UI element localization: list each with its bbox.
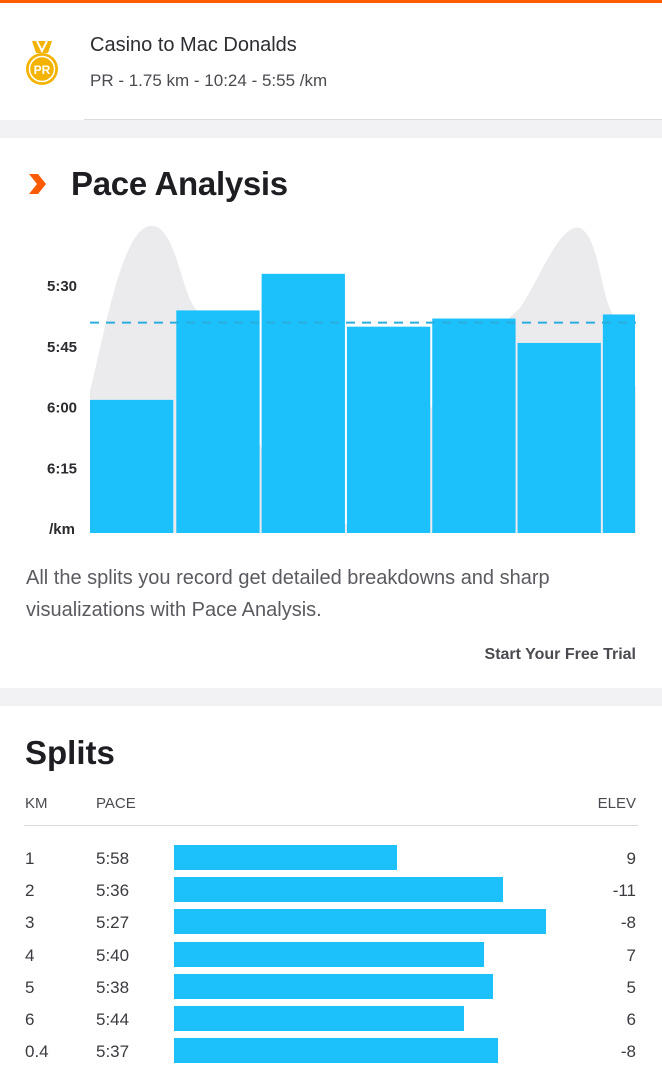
pace-bar — [517, 342, 601, 533]
split-pace-bar — [174, 974, 494, 999]
y-tick-label: 5:45 — [47, 339, 77, 356]
split-pace: 5:58 — [96, 849, 130, 868]
split-km: 5 — [25, 978, 35, 997]
split-row: 4 5:40 7 — [0, 940, 662, 972]
split-row: 3 5:27 -8 — [0, 907, 662, 939]
segment-name[interactable]: Casino to Mac Donalds — [90, 34, 297, 56]
splits-header-elev: ELEV — [597, 795, 636, 812]
split-row: 0.4 5:37 -8 — [0, 1036, 662, 1068]
pace-bar — [602, 314, 635, 533]
split-pace-bar — [174, 845, 397, 870]
splits-card: Splits KM PACE ELEV 1 5:58 9 2 5:36 -11 … — [0, 706, 662, 1080]
y-tick-label: 6:15 — [47, 460, 77, 477]
pr-medal-icon: PR — [26, 40, 58, 85]
split-pace: 5:37 — [96, 1042, 130, 1061]
split-km: 6 — [25, 1010, 35, 1029]
split-pace-bar — [174, 1006, 465, 1031]
split-elev: 9 — [626, 849, 636, 868]
split-row: 1 5:58 9 — [0, 843, 662, 875]
pace-bar — [432, 318, 516, 533]
split-elev: -11 — [612, 881, 636, 900]
split-row: 6 5:44 6 — [0, 1004, 662, 1036]
split-km: 1 — [25, 849, 35, 868]
top-accent-bar — [0, 0, 662, 3]
pace-analysis-title: Pace Analysis — [71, 165, 288, 202]
split-pace: 5:44 — [96, 1010, 130, 1029]
divider — [84, 119, 662, 120]
y-tick-label: /km — [49, 521, 75, 538]
split-elev: 7 — [626, 946, 636, 965]
segment-pr-details: PR - 1.75 km - 10:24 - 5:55 /km — [90, 71, 328, 90]
pace-analysis-card: Pace Analysis 5:30 5:45 6:00 6:15/km All th… — [0, 138, 662, 688]
splits-divider — [24, 825, 638, 826]
pace-bar — [346, 326, 431, 533]
split-pace-bar — [174, 909, 546, 934]
split-pace: 5:27 — [96, 913, 130, 932]
pr-medal-label: PR — [34, 63, 51, 77]
y-tick-label: 6:00 — [47, 400, 77, 417]
pr-achievement-row[interactable]: PR Casino to Mac Donalds PR - 1.75 km - … — [0, 3, 662, 120]
pace-chart: 5:30 5:45 6:00 6:15/km — [47, 225, 636, 538]
split-elev: 5 — [626, 978, 636, 997]
y-tick-label: 5:30 — [47, 278, 77, 295]
split-elev: -8 — [620, 1042, 636, 1061]
split-km: 2 — [25, 881, 35, 900]
pace-bar — [90, 399, 174, 533]
split-pace-bar — [174, 942, 484, 967]
split-pace: 5:40 — [96, 946, 130, 965]
summit-chevron-icon — [29, 174, 46, 194]
split-km: 0.4 — [25, 1042, 49, 1061]
split-elev: 6 — [626, 1010, 636, 1029]
split-pace-bar — [174, 877, 503, 902]
splits-header-km: KM — [25, 795, 48, 812]
split-row: 5 5:38 5 — [0, 972, 662, 1004]
split-pace: 5:38 — [96, 978, 130, 997]
split-elev: -8 — [620, 913, 636, 932]
split-km: 4 — [25, 946, 35, 965]
pace-bar — [176, 310, 260, 533]
split-row: 2 5:36 -11 — [0, 875, 662, 907]
split-km: 3 — [25, 913, 35, 932]
splits-title: Splits — [25, 734, 115, 771]
split-pace: 5:36 — [96, 881, 130, 900]
pace-bar — [261, 273, 345, 533]
splits-header-pace: PACE — [96, 795, 136, 812]
start-free-trial-link[interactable]: Start Your Free Trial — [484, 646, 636, 663]
split-pace-bar — [174, 1038, 498, 1063]
pace-analysis-description: All the splits you record get detailed b… — [26, 567, 550, 621]
